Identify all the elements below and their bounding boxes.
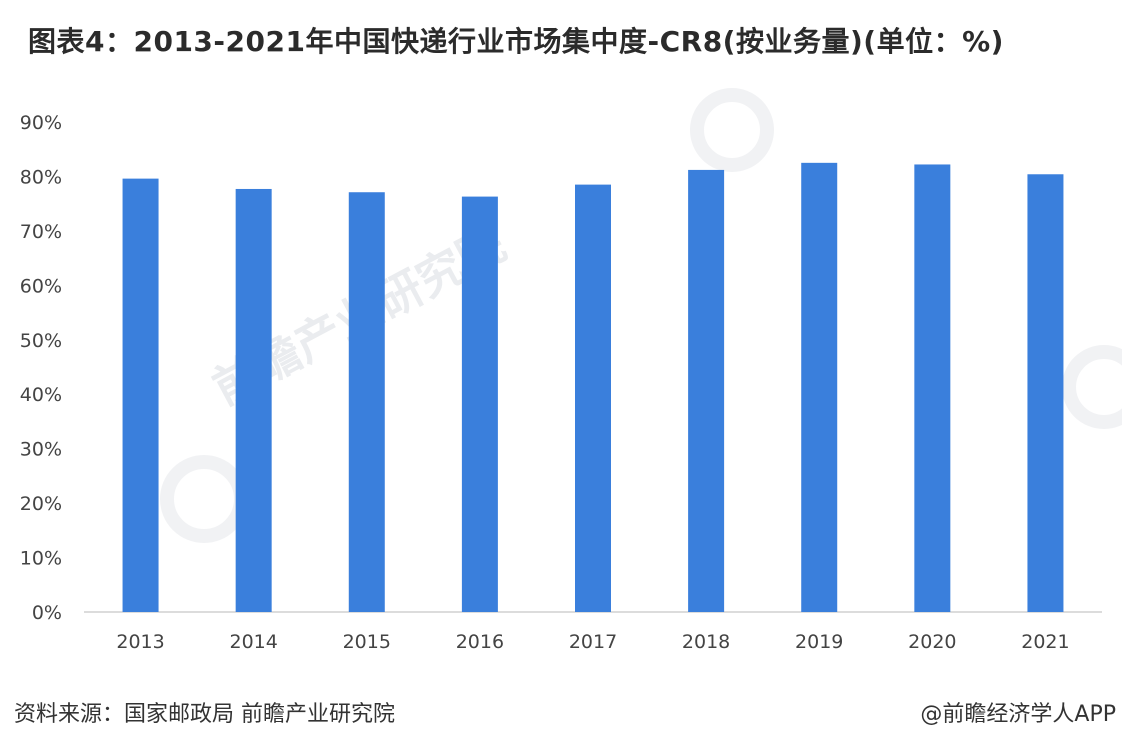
- x-tick-label: 2013: [116, 631, 164, 653]
- bar-2019: [801, 162, 838, 613]
- x-tick-label: 2019: [795, 631, 843, 653]
- source-note: 资料来源：国家邮政局 前瞻产业研究院: [14, 702, 395, 727]
- x-tick-label: 2020: [908, 631, 956, 653]
- bar-2018: [688, 169, 725, 612]
- y-tick-label: 20%: [20, 493, 62, 515]
- y-tick-label: 70%: [20, 221, 62, 243]
- bar-2021: [1027, 174, 1064, 612]
- x-tick-label: 2017: [569, 631, 617, 653]
- x-tick-label: 2021: [1021, 631, 1069, 653]
- bar-2014: [235, 188, 272, 612]
- x-tick-label: 2014: [229, 631, 277, 653]
- y-tick-label: 90%: [20, 112, 62, 134]
- y-tick-label: 60%: [20, 275, 62, 297]
- y-tick-label: 50%: [20, 330, 62, 352]
- bar-2020: [914, 164, 951, 612]
- y-tick-label: 10%: [20, 548, 62, 570]
- y-tick-label: 0%: [32, 602, 62, 624]
- y-tick-label: 40%: [20, 384, 62, 406]
- chart-title: 图表4：2013-2021年中国快递行业市场集中度-CR8(按业务量)(单位：%…: [28, 25, 1004, 58]
- y-tick-label: 30%: [20, 439, 62, 461]
- bar-2017: [575, 184, 611, 612]
- credit-note: @前瞻经济学人APP: [920, 702, 1116, 727]
- x-tick-label: 2016: [456, 631, 504, 653]
- x-tick-label: 2015: [343, 631, 391, 653]
- bar-2015: [348, 192, 385, 612]
- x-tick-label: 2018: [682, 631, 730, 653]
- y-tick-label: 80%: [20, 166, 62, 188]
- bar-2013: [122, 178, 159, 612]
- bar-2016: [461, 196, 498, 613]
